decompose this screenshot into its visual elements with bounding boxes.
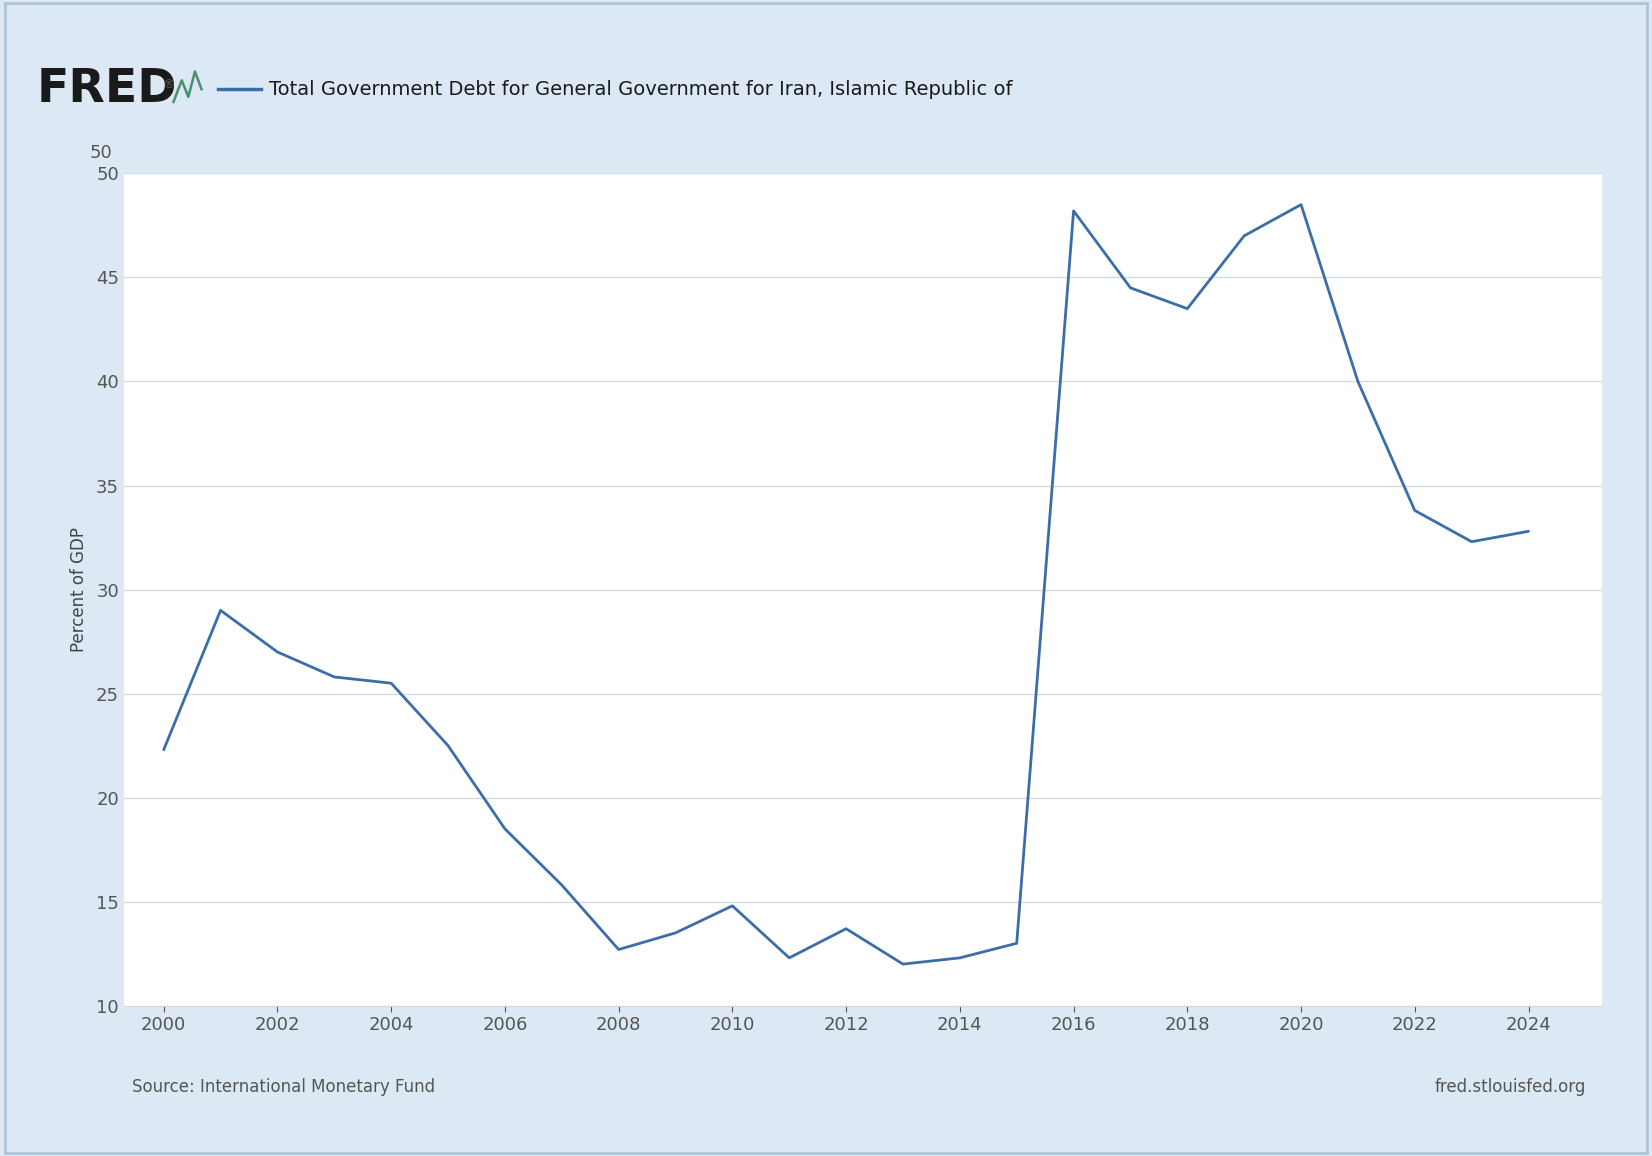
Y-axis label: Percent of GDP: Percent of GDP	[69, 527, 88, 652]
Text: Source: International Monetary Fund: Source: International Monetary Fund	[132, 1079, 434, 1096]
Text: FRED: FRED	[36, 67, 177, 112]
Text: ®: ®	[162, 77, 175, 90]
Text: 50: 50	[91, 144, 112, 162]
Text: fred.stlouisfed.org: fred.stlouisfed.org	[1434, 1079, 1586, 1096]
Text: Total Government Debt for General Government for Iran, Islamic Republic of: Total Government Debt for General Govern…	[269, 80, 1013, 98]
